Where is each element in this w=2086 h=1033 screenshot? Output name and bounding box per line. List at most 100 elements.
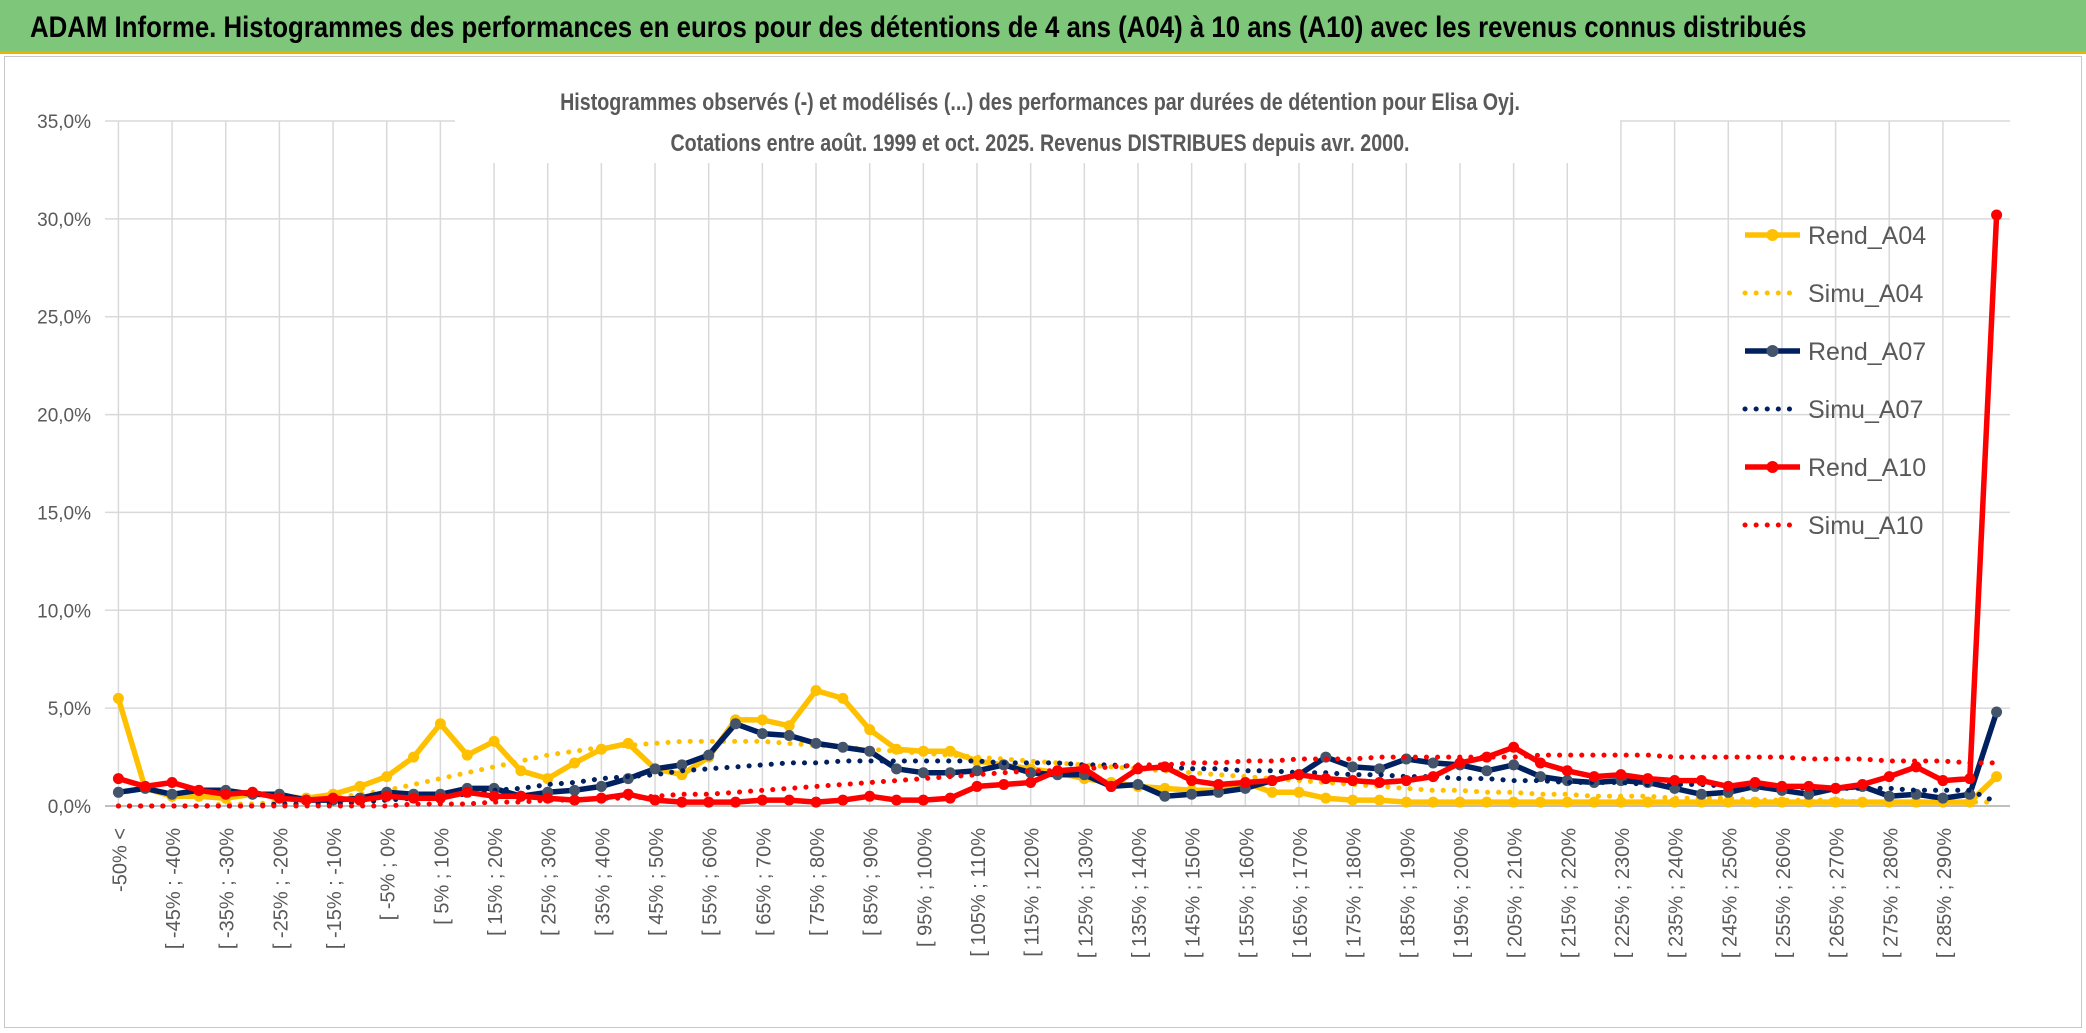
legend-item-Simu_A10: Simu_A10	[1742, 512, 1923, 540]
x-tick-label: -50% <	[109, 828, 131, 892]
data-point	[1803, 788, 1815, 800]
data-point	[783, 720, 795, 732]
data-point	[1561, 765, 1573, 777]
y-tick-label: 20,0%	[37, 406, 91, 427]
data-point	[1373, 777, 1385, 789]
data-point	[112, 786, 124, 798]
x-tick-label: [ 155% ; 160%	[1236, 828, 1258, 958]
data-point	[891, 794, 903, 806]
x-tick-label: [ -25% ; -20%	[270, 828, 292, 949]
legend-label: Simu_A10	[1808, 512, 1923, 540]
data-point	[1964, 796, 1976, 808]
data-point	[837, 741, 849, 753]
y-tick-label: 15,0%	[37, 503, 91, 524]
data-point	[1400, 775, 1412, 787]
data-point	[1830, 782, 1842, 794]
data-point	[1883, 790, 1895, 802]
series-Rend_A07	[112, 706, 2003, 806]
data-point	[1293, 769, 1305, 781]
data-point	[1025, 777, 1037, 789]
data-point	[810, 796, 822, 808]
x-tick-label: [ 185% ; 190%	[1397, 828, 1419, 958]
data-point	[273, 792, 285, 804]
data-point	[810, 685, 822, 697]
title-backdrop	[455, 83, 1620, 163]
data-point	[1561, 796, 1573, 808]
data-point	[1481, 796, 1493, 808]
data-point	[837, 692, 849, 704]
data-point	[649, 763, 661, 775]
data-point	[112, 773, 124, 785]
data-point	[112, 692, 124, 704]
data-point	[1508, 759, 1520, 771]
legend-item-Rend_A04: Rend_A04	[1745, 222, 1926, 250]
x-tick-label: [ 115% ; 120%	[1022, 828, 1044, 957]
y-tick-label: 5,0%	[48, 699, 91, 720]
data-point	[1534, 757, 1546, 769]
legend-item-Rend_A07: Rend_A07	[1745, 338, 1926, 366]
data-point	[1937, 775, 1949, 787]
data-point	[488, 790, 500, 802]
data-point	[354, 794, 366, 806]
data-point	[434, 792, 446, 804]
data-point	[891, 763, 903, 775]
data-point	[1588, 771, 1600, 783]
data-point	[1856, 778, 1868, 790]
data-point	[810, 737, 822, 749]
data-point	[1776, 780, 1788, 792]
x-tick-label: [ 15% ; 20%	[485, 828, 507, 936]
data-point	[1347, 775, 1359, 787]
data-point	[1883, 771, 1895, 783]
y-axis: 0,0% 5,0% 10,0% 15,0% 20,0% 25,0% 30,0% 35,0%	[37, 112, 91, 818]
data-point	[488, 735, 500, 747]
data-point	[944, 792, 956, 804]
x-tick-label: [ 25% ; 30%	[539, 828, 561, 936]
data-point	[1588, 796, 1600, 808]
legend-item-Rend_A10: Rend_A10	[1745, 454, 1926, 482]
data-point	[676, 759, 688, 771]
data-point	[1132, 763, 1144, 775]
data-point	[783, 730, 795, 742]
x-tick-label: [ 45% ; 50%	[646, 828, 668, 936]
data-point	[1481, 765, 1493, 777]
legend-item-Simu_A07: Simu_A07	[1742, 396, 1923, 424]
data-point	[434, 718, 446, 730]
data-point	[247, 786, 259, 798]
series-group	[112, 209, 2003, 809]
data-point	[676, 796, 688, 808]
data-point	[569, 784, 581, 796]
legend-label: Rend_A04	[1808, 222, 1926, 250]
series-Simu_A10	[115, 752, 2000, 809]
data-point	[1695, 775, 1707, 787]
data-point	[1937, 792, 1949, 804]
data-point	[1052, 765, 1063, 777]
data-point	[1212, 778, 1224, 790]
data-point	[1964, 773, 1976, 785]
x-tick-label: [ 125% ; 130%	[1075, 828, 1097, 958]
data-point	[1454, 796, 1466, 808]
data-point	[461, 786, 473, 798]
data-point	[1266, 775, 1278, 787]
data-point	[139, 780, 151, 792]
data-point	[756, 794, 768, 806]
data-point	[1132, 778, 1144, 790]
data-point	[166, 788, 178, 800]
series-Rend_A10	[112, 209, 2003, 808]
data-point	[166, 777, 178, 789]
data-point	[998, 778, 1010, 790]
chart-subtitle: Cotations entre août. 1999 et oct. 2025.…	[670, 129, 1409, 156]
data-point	[1991, 706, 2003, 718]
data-point	[1669, 775, 1681, 787]
data-point	[730, 796, 742, 808]
data-point	[1427, 771, 1439, 783]
x-tick-label: [ 265% ; 270%	[1827, 828, 1849, 958]
page-title: ADAM Informe. Histogrammes des performan…	[30, 11, 1807, 44]
legend-marker	[1766, 229, 1779, 241]
legend-label: Rend_A10	[1808, 454, 1926, 482]
data-point	[756, 714, 768, 726]
data-point	[542, 773, 554, 785]
data-point	[864, 745, 876, 757]
data-point	[408, 792, 420, 804]
data-point	[944, 767, 956, 779]
